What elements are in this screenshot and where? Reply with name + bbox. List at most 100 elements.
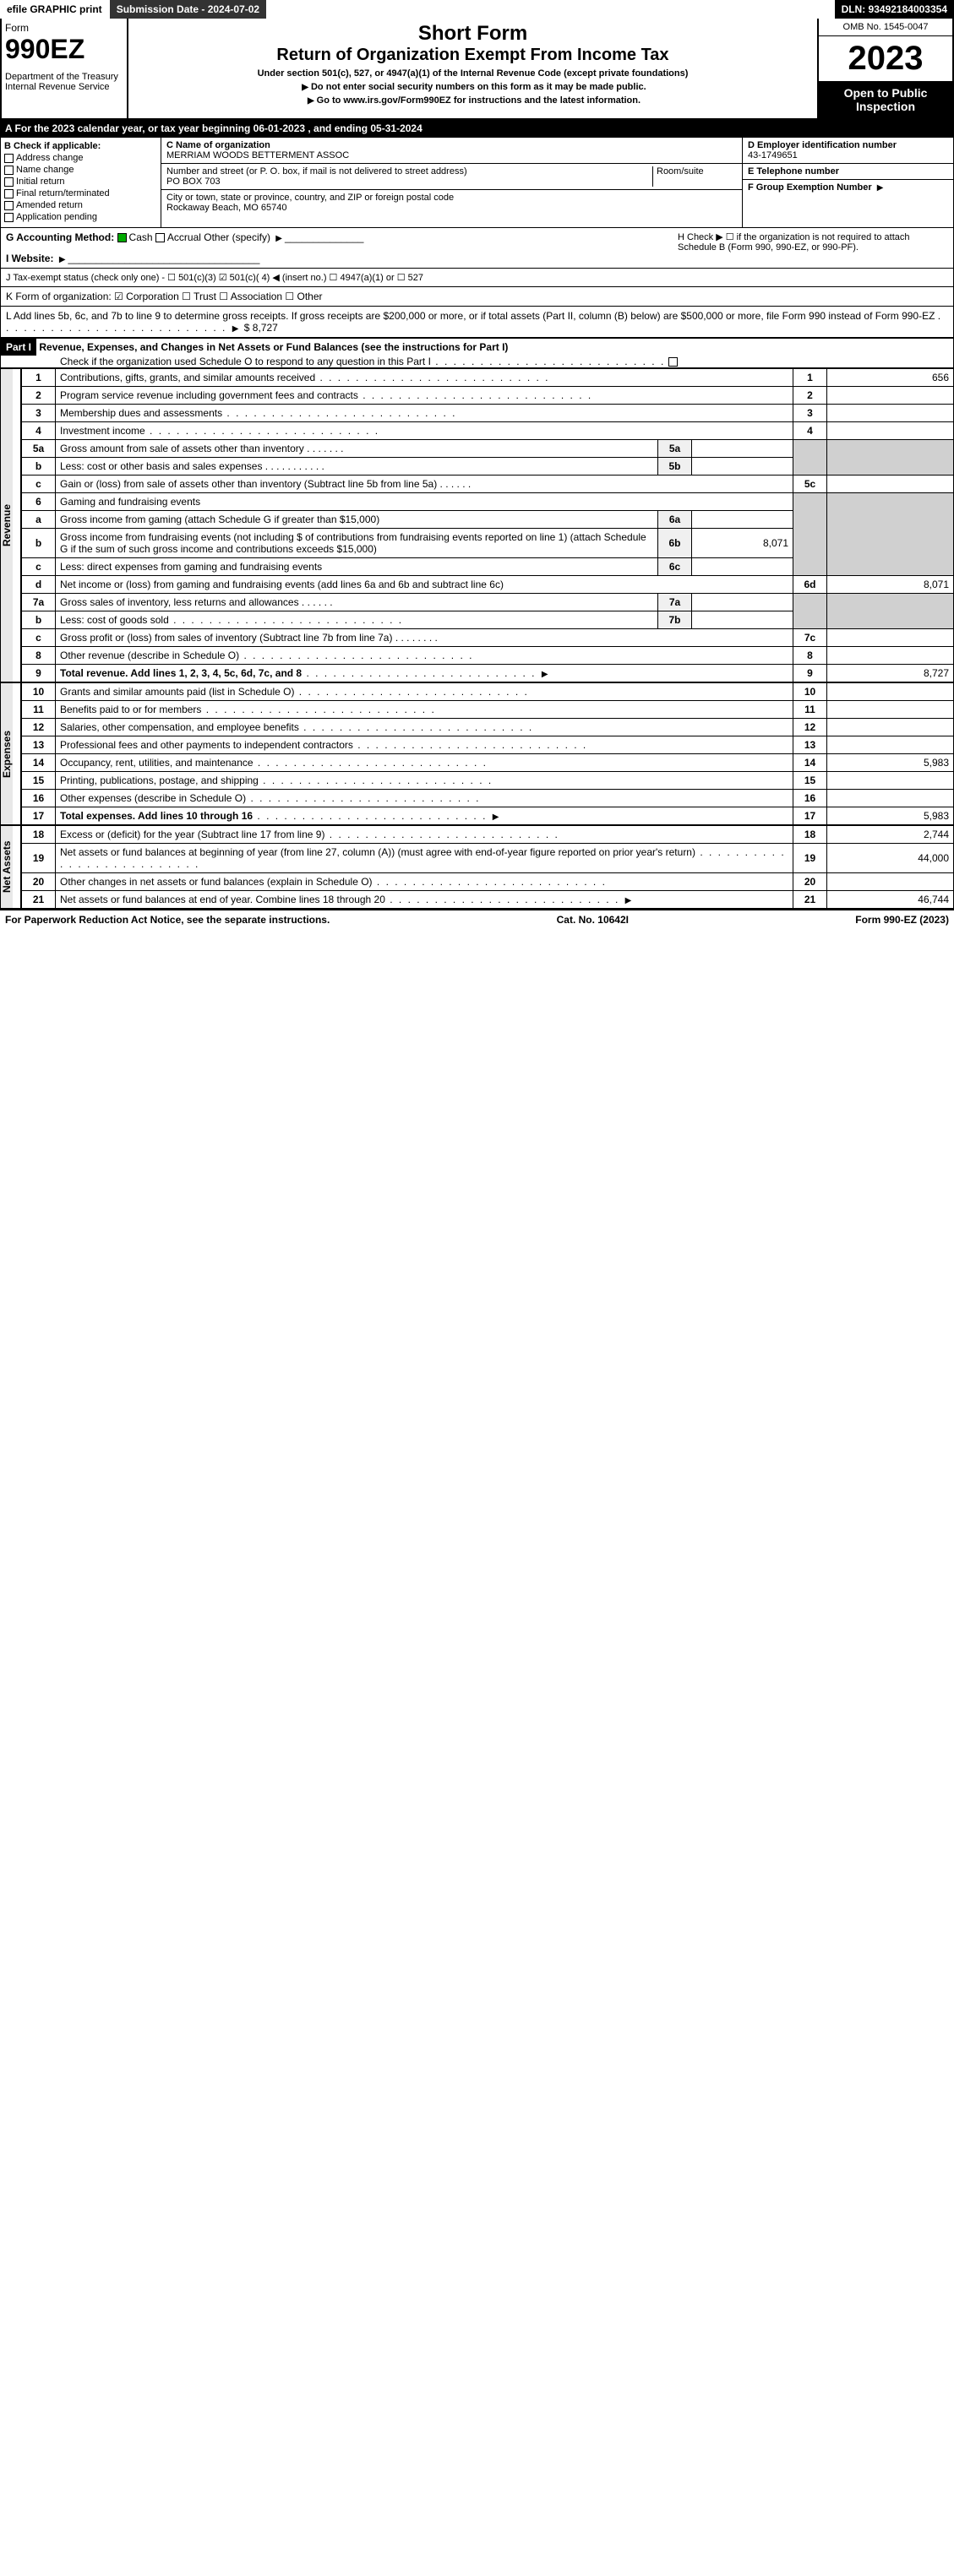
g-line: G Accounting Method: Cash Accrual Other … (6, 231, 363, 253)
ein-lbl: D Employer identification number (748, 140, 897, 150)
line-1: 1Contributions, gifts, grants, and simil… (22, 369, 954, 387)
footer: For Paperwork Reduction Act Notice, see … (0, 909, 954, 929)
line-21: 21Net assets or fund balances at end of … (22, 891, 954, 909)
tel-row: E Telephone number (743, 164, 953, 180)
line-6: 6Gaming and fundraising events (22, 493, 954, 511)
form-header: Form 990EZ Department of the Treasury In… (0, 19, 954, 120)
warn-link: Go to www.irs.gov/Form990EZ for instruct… (132, 95, 814, 106)
part1-label: Part I (1, 339, 36, 356)
g-label: G Accounting Method: (6, 231, 114, 243)
line-20: 20Other changes in net assets or fund ba… (22, 873, 954, 891)
chk-schedule-o[interactable] (668, 357, 678, 367)
city-lbl: City or town, state or province, country… (166, 193, 454, 203)
footer-left: For Paperwork Reduction Act Notice, see … (5, 914, 330, 926)
revenue-table: 1Contributions, gifts, grants, and simil… (21, 368, 954, 682)
line-5c: cGain or (loss) from sale of assets othe… (22, 476, 954, 493)
city-val: Rockaway Beach, MO 65740 (166, 203, 286, 213)
line-13: 13Professional fees and other payments t… (22, 736, 954, 754)
group-row: F Group Exemption Number (743, 180, 953, 195)
chk-address[interactable]: Address change (4, 153, 157, 163)
line-14: 14Occupancy, rent, utilities, and mainte… (22, 754, 954, 772)
chk-cash[interactable] (117, 233, 127, 242)
i-line: I Website: _____________________________… (6, 253, 948, 264)
header-left: Form 990EZ Department of the Treasury In… (2, 19, 128, 118)
part1-header-row: Part I Revenue, Expenses, and Changes in… (0, 338, 954, 368)
line-10: 10Grants and similar amounts paid (list … (22, 683, 954, 701)
form-number: 990EZ (5, 34, 123, 65)
info-grid: B Check if applicable: Address change Na… (0, 137, 954, 228)
form-word: Form (5, 22, 123, 34)
col-d: D Employer identification number 43-1749… (742, 138, 953, 227)
dept-label: Department of the Treasury Internal Reve… (5, 72, 123, 92)
line-8: 8Other revenue (describe in Schedule O)8 (22, 647, 954, 665)
line-9: 9Total revenue. Add lines 1, 2, 3, 4, 5c… (22, 665, 954, 682)
efile-label[interactable]: efile GRAPHIC print (0, 0, 110, 19)
title-short-form: Short Form (132, 22, 814, 46)
warn2-text[interactable]: Go to www.irs.gov/Form990EZ for instruct… (317, 95, 641, 106)
org-name-row: C Name of organization MERRIAM WOODS BET… (161, 138, 742, 164)
header-center: Short Form Return of Organization Exempt… (128, 19, 817, 118)
expenses-section: Expenses 10Grants and similar amounts pa… (0, 682, 954, 825)
chk-name[interactable]: Name change (4, 165, 157, 175)
chk-initial[interactable]: Initial return (4, 177, 157, 187)
name-lbl: C Name of organization (166, 140, 270, 150)
line-18: 18Excess or (deficit) for the year (Subt… (22, 826, 954, 844)
line-7c: cGross profit or (loss) from sales of in… (22, 629, 954, 647)
warn1-text: Do not enter social security numbers on … (311, 82, 646, 92)
inspection-label: Open to Public Inspection (819, 81, 952, 118)
line-6d: dNet income or (loss) from gaming and fu… (22, 576, 954, 594)
netassets-section: Net Assets 18Excess or (deficit) for the… (0, 825, 954, 909)
j-line: J Tax-exempt status (check only one) - ☐… (0, 269, 954, 287)
submission-date: Submission Date - 2024-07-02 (110, 0, 267, 19)
h-line: H Check ▶ ☐ if the organization is not r… (678, 231, 948, 253)
footer-mid: Cat. No. 10642I (557, 914, 629, 926)
street-val: PO BOX 703 (166, 177, 221, 187)
warn-ssn: Do not enter social security numbers on … (132, 82, 814, 92)
col-c: C Name of organization MERRIAM WOODS BET… (161, 138, 742, 227)
line-11: 11Benefits paid to or for members11 (22, 701, 954, 719)
section-a: A For the 2023 calendar year, or tax yea… (0, 120, 954, 137)
line-16: 16Other expenses (describe in Schedule O… (22, 790, 954, 807)
netassets-side: Net Assets (0, 825, 21, 909)
line-19: 19Net assets or fund balances at beginni… (22, 844, 954, 873)
top-bar: efile GRAPHIC print Submission Date - 20… (0, 0, 954, 19)
g-h-row: G Accounting Method: Cash Accrual Other … (0, 228, 954, 269)
subtitle: Under section 501(c), 527, or 4947(a)(1)… (132, 68, 814, 79)
line-3: 3Membership dues and assessments3 (22, 405, 954, 422)
part1-title: Revenue, Expenses, and Changes in Net As… (39, 341, 508, 353)
l-line: L Add lines 5b, 6c, and 7b to line 9 to … (0, 307, 954, 338)
city-row: City or town, state or province, country… (161, 190, 742, 215)
group-lbl: F Group Exemption Number (748, 182, 872, 193)
line-12: 12Salaries, other compensation, and empl… (22, 719, 954, 736)
footer-right: Form 990-EZ (2023) (855, 914, 949, 926)
chk-pending[interactable]: Application pending (4, 212, 157, 222)
chk-accrual[interactable] (155, 233, 165, 242)
revenue-section: Revenue 1Contributions, gifts, grants, a… (0, 368, 954, 682)
netassets-table: 18Excess or (deficit) for the year (Subt… (21, 825, 954, 909)
i-label: I Website: (6, 253, 53, 264)
title-return: Return of Organization Exempt From Incom… (132, 46, 814, 65)
tax-year: 2023 (819, 36, 952, 81)
street-row: Number and street (or P. O. box, if mail… (161, 164, 742, 190)
line-17: 17Total expenses. Add lines 10 through 1… (22, 807, 954, 825)
l-value: $ 8,727 (244, 322, 278, 334)
ein-val: 43-1749651 (748, 150, 798, 160)
chk-final[interactable]: Final return/terminated (4, 188, 157, 198)
line-15: 15Printing, publications, postage, and s… (22, 772, 954, 790)
org-name: MERRIAM WOODS BETTERMENT ASSOC (166, 150, 349, 160)
chk-amended[interactable]: Amended return (4, 200, 157, 210)
line-2: 2Program service revenue including gover… (22, 387, 954, 405)
col-b-heading: B Check if applicable: (4, 141, 157, 151)
expenses-side: Expenses (0, 682, 21, 825)
line-7a: 7aGross sales of inventory, less returns… (22, 594, 954, 611)
room-lbl: Room/suite (652, 166, 737, 187)
col-b: B Check if applicable: Address change Na… (1, 138, 161, 227)
omb-number: OMB No. 1545-0047 (819, 19, 952, 36)
line-5a: 5aGross amount from sale of assets other… (22, 440, 954, 458)
spacer (267, 0, 834, 19)
header-right: OMB No. 1545-0047 2023 Open to Public In… (817, 19, 952, 118)
dln-label: DLN: 93492184003354 (835, 0, 954, 19)
ein-row: D Employer identification number 43-1749… (743, 138, 953, 164)
expenses-table: 10Grants and similar amounts paid (list … (21, 682, 954, 825)
l-text: L Add lines 5b, 6c, and 7b to line 9 to … (6, 310, 935, 322)
